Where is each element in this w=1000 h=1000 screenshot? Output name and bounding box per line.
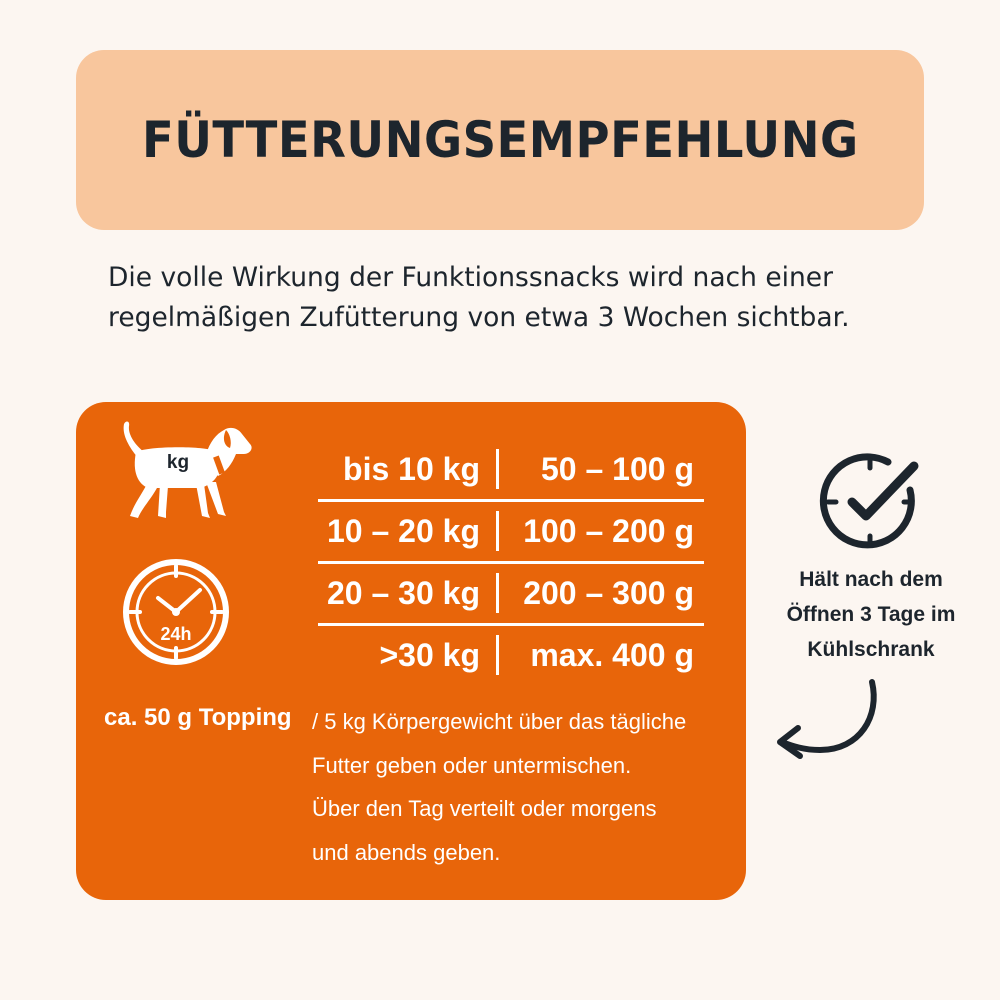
topping-line: Futter geben oder untermischen.	[312, 752, 632, 778]
column-divider	[496, 573, 499, 613]
storage-line: Kühlschrank	[807, 638, 935, 661]
dog-icon: kg	[123, 421, 252, 518]
intro-line: Die volle Wirkung der Funktionssnacks wi…	[108, 262, 834, 293]
column-divider	[496, 635, 499, 675]
weight-range: bis 10 kg	[343, 451, 480, 487]
feeding-amount: max. 400 g	[530, 637, 694, 673]
feeding-amount: 200 – 300 g	[523, 575, 694, 611]
feeding-table: bis 10 kg 50 – 100 g 10 – 20 kg 100 – 20…	[318, 440, 704, 685]
table-row: 10 – 20 kg 100 – 200 g	[318, 502, 704, 564]
storage-line: Hält nach dem	[799, 568, 943, 591]
intro-text: Die volle Wirkung der Funktionssnacks wi…	[108, 258, 928, 338]
clock-icon-label: 24h	[160, 624, 191, 644]
table-row: 20 – 30 kg 200 – 300 g	[318, 564, 704, 626]
topping-line: / 5 kg Körpergewicht über das tägliche	[312, 709, 687, 734]
topping-line: und abends geben.	[312, 839, 501, 865]
feeding-amount: 100 – 200 g	[523, 513, 694, 549]
column-divider	[496, 449, 499, 489]
column-divider	[496, 511, 499, 551]
intro-line: regelmäßigen Zufütterung von etwa 3 Woch…	[108, 302, 850, 333]
table-row: bis 10 kg 50 – 100 g	[318, 440, 704, 502]
weight-range: >30 kg	[379, 637, 480, 673]
curved-arrow-icon	[777, 679, 877, 759]
title-banner: FÜTTERUNGSEMPFEHLUNG	[76, 50, 924, 230]
feeding-panel: kg 24h bis 10 kg 50 – 100 g 10 – 20 kg 1…	[76, 402, 746, 900]
clock-24h-icon: 24h	[123, 559, 229, 665]
storage-line: Öffnen 3 Tage im	[786, 603, 956, 626]
storage-note: Hält nach dem Öffnen 3 Tage im Kühlschra…	[760, 562, 982, 667]
dog-icon-label: kg	[167, 452, 189, 473]
weight-range: 10 – 20 kg	[327, 513, 480, 549]
topping-lead: ca. 50 g Topping	[104, 704, 292, 731]
page-title: FÜTTERUNGSEMPFEHLUNG	[141, 111, 859, 169]
weight-range: 20 – 30 kg	[327, 575, 480, 611]
clock-check-icon	[819, 453, 919, 549]
feeding-amount: 50 – 100 g	[541, 451, 694, 487]
table-row: >30 kg max. 400 g	[318, 626, 704, 685]
topping-text: / 5 kg Körpergewicht über das tägliche F…	[312, 700, 686, 874]
topping-line: Über den Tag verteilt oder morgens	[312, 796, 657, 821]
